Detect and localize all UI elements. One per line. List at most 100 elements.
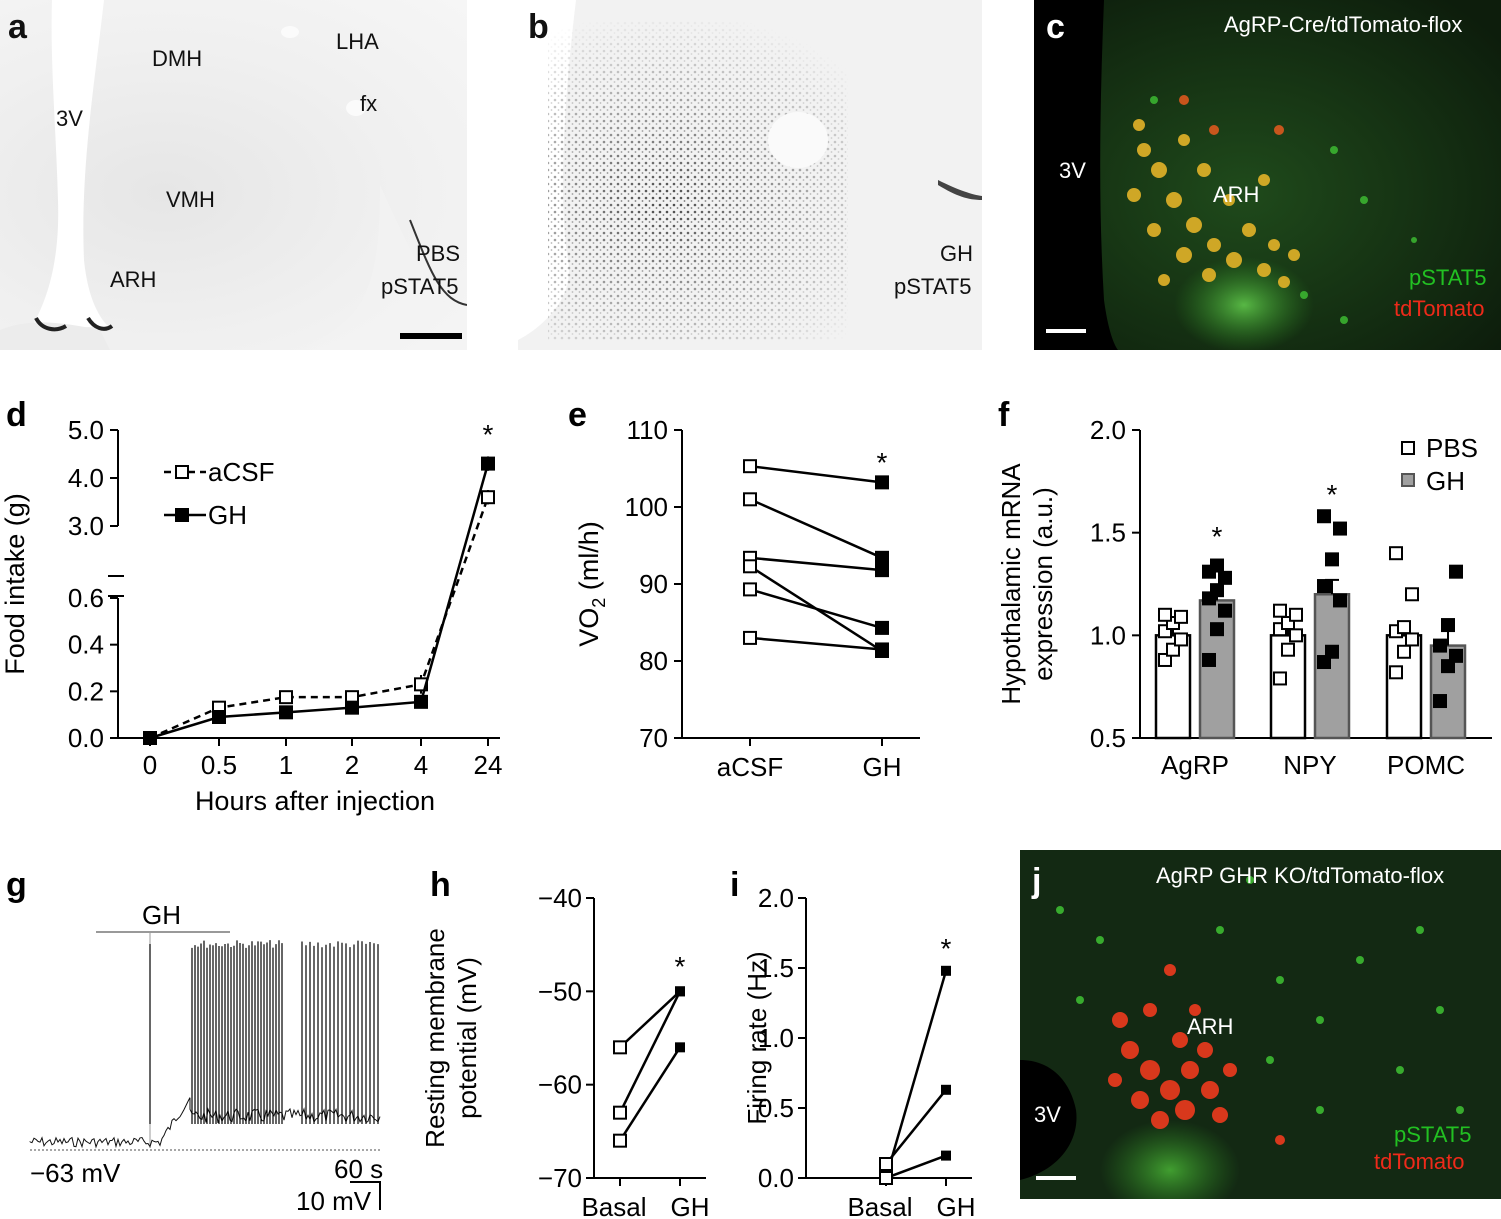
pair-line (618, 1046, 682, 1142)
data-point (1218, 570, 1232, 585)
y-axis-label: VO2 (ml/h) (574, 521, 609, 647)
data-point (1289, 628, 1303, 643)
x-tick-label: 0.5 (201, 750, 237, 780)
y-tick-label: 1.0 (1090, 620, 1126, 650)
data-point (279, 690, 293, 705)
data-point (1333, 593, 1347, 608)
micrograph-b: b GH pSTAT5 (518, 0, 982, 350)
y-tick-label: −50 (538, 976, 582, 1006)
data-point (143, 731, 157, 745)
data-point (1397, 620, 1411, 635)
chart-h-plot: −70 −60 −50 −40 Basal GH Resting membrane poten… (420, 883, 710, 1219)
label-arh: ARH (110, 267, 157, 292)
y-tick-label: 0.0 (68, 723, 104, 753)
data-point (1441, 618, 1455, 633)
y-axis-label: potential (mV) (452, 957, 482, 1119)
y-tick-label: 0.5 (758, 1093, 794, 1123)
x-tick-label: POMC (1387, 750, 1465, 780)
data-point (1449, 564, 1463, 579)
x-tick-label: 2 (345, 750, 359, 780)
series-line-GH (149, 463, 490, 740)
x-tick-label: aCSF (717, 752, 783, 782)
significance-star: * (1212, 521, 1223, 552)
data-point-gh (941, 1084, 951, 1095)
y-tick-label: 100 (625, 492, 668, 522)
y-tick-label: 80 (639, 646, 668, 676)
data-point (414, 694, 428, 709)
pair-line (618, 990, 682, 1114)
data-point (279, 705, 293, 720)
x-tick-label: GH (863, 752, 902, 782)
x-tick-label: GH (937, 1192, 976, 1219)
y-tick-label: 4.0 (68, 463, 104, 493)
pair-line (749, 636, 883, 651)
chart-f-plot: 0.5 1.0 1.5 2.0 Hypothalamic mRNA expression … (996, 415, 1492, 780)
y-axis-label: Hypothalamic mRNA (996, 463, 1026, 705)
legend-label: GH (1426, 466, 1465, 496)
gh-bar-label: GH (142, 900, 181, 930)
x-axis-label: Hours after injection (195, 786, 435, 816)
x-tick-label: GH (671, 1192, 710, 1219)
chart-h: h −70 −60 −50 −40 Basal GH Resting membrane pot… (420, 866, 710, 1219)
label-vmh: VMH (166, 187, 215, 212)
bar-GH (1198, 599, 1236, 740)
data-point (212, 710, 226, 724)
data-point (1210, 583, 1224, 598)
y-axis-label: Food intake (g) (0, 493, 30, 675)
y-tick-label: 3.0 (68, 511, 104, 541)
data-point (1158, 652, 1172, 667)
data-point-acsf (743, 492, 757, 507)
legend-marker (1401, 473, 1415, 487)
pair-line (885, 1089, 947, 1165)
label-treatment: PBS (416, 241, 461, 266)
data-point-gh (675, 986, 685, 997)
y-tick-label: −60 (538, 1070, 582, 1100)
panel-b-letter: b (528, 8, 549, 46)
data-point-gh (675, 1042, 685, 1053)
panel-h-letter: h (430, 866, 451, 904)
panel-a-letter: a (8, 8, 27, 46)
label-stain: pSTAT5 (381, 274, 459, 299)
micrograph-j: j AgRP GHR KO/tdTomato-flox ARH 3V pSTAT… (1020, 850, 1501, 1199)
legend-label: PBS (1426, 433, 1478, 463)
legend-label: aCSF (208, 457, 274, 487)
y-axis-label: Firing rate (Hz) (742, 951, 772, 1124)
panel-j-letter: j (1032, 862, 1042, 900)
pair-line (749, 588, 883, 630)
data-point (1174, 609, 1188, 624)
y-tick-label: 1.0 (758, 1023, 794, 1053)
data-point-gh (941, 1150, 951, 1161)
y-tick-label: 1.5 (758, 953, 794, 983)
data-point-gh (875, 563, 889, 578)
data-point (1441, 659, 1455, 674)
label-3v: 3V (1059, 158, 1086, 183)
x-tick-label: AgRP (1161, 750, 1229, 780)
label-green: pSTAT5 (1409, 265, 1487, 290)
y-axis-label: Resting membrane (420, 928, 450, 1148)
data-point (1397, 644, 1411, 659)
data-point (345, 700, 359, 715)
data-point-gh (875, 550, 889, 565)
voltage-scale-label: 10 mV (296, 1186, 372, 1216)
legend-marker (175, 465, 189, 479)
data-point-basal (879, 1157, 893, 1171)
label-dmh: DMH (152, 46, 203, 71)
time-scale-label: 60 s (334, 1154, 383, 1184)
data-point (1166, 642, 1180, 657)
data-point-acsf (743, 459, 757, 474)
legend-marker (1401, 441, 1415, 455)
data-point (1333, 521, 1347, 536)
label-stain: pSTAT5 (894, 274, 972, 299)
y-tick-label: 0.6 (68, 583, 104, 613)
y-tick-label: 70 (639, 723, 668, 753)
significance-star: * (941, 933, 952, 964)
label-genotype: AgRP GHR KO/tdTomato-flox (1156, 863, 1445, 888)
label-3v: 3V (1034, 1102, 1061, 1127)
data-point (1317, 579, 1331, 594)
data-point (1433, 694, 1447, 709)
x-tick-label: 4 (414, 750, 428, 780)
micrograph-j-tissue (1020, 876, 1464, 1199)
y-tick-label: 0.2 (68, 676, 104, 706)
